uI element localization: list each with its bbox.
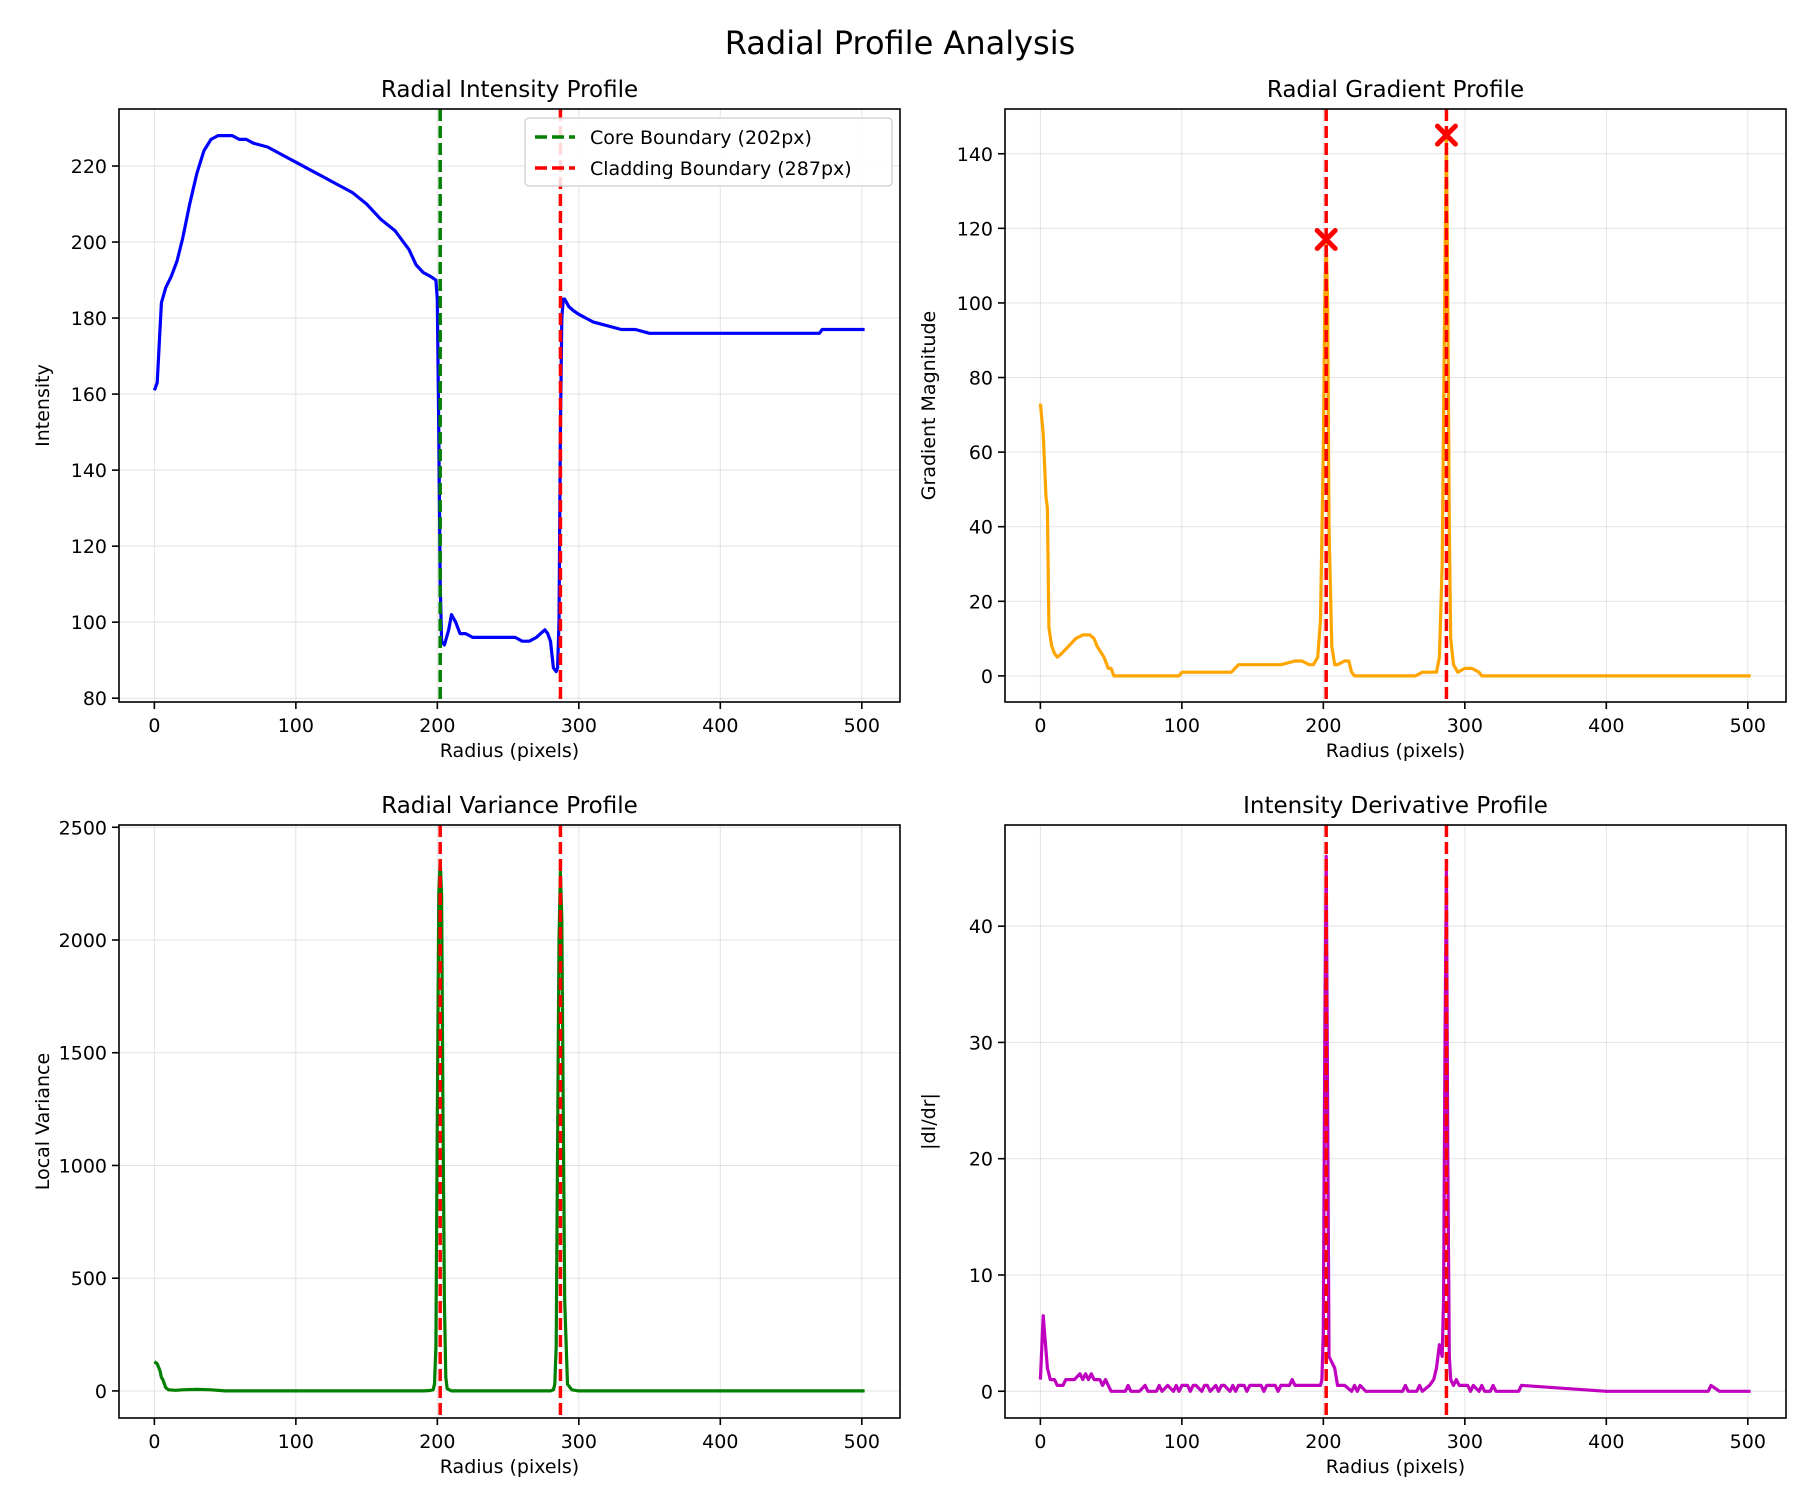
x-tick-label: 300	[1447, 1431, 1483, 1453]
y-tick-label: 140	[957, 144, 993, 166]
y-tick-label: 200	[71, 232, 107, 254]
y-tick-label: 1000	[59, 1155, 107, 1177]
peak-marker	[1434, 123, 1458, 147]
panel-variance: 0 100 200 300 400 500 0 500 1000 1500 2000 2500 Radi…	[32, 793, 901, 1478]
peak-marker-stroke	[1434, 123, 1458, 147]
panel-title: Intensity Derivative Profile	[1243, 793, 1548, 819]
x-tick-label: 100	[278, 715, 314, 737]
y-tick-label: 20	[969, 1149, 993, 1171]
x-tick-label: 400	[702, 1431, 738, 1453]
x-tick-label: 0	[148, 715, 160, 737]
x-axis-label: Radius (pixels)	[1326, 1456, 1465, 1478]
x-axis-label: Radius (pixels)	[440, 740, 579, 762]
y-tick-label: 10	[969, 1265, 993, 1287]
panel-title: Radial Intensity Profile	[381, 77, 638, 103]
y-axis-label: Gradient Magnitude	[918, 311, 940, 500]
series-line-intensity	[152, 134, 865, 674]
y-tick-label: 0	[981, 666, 993, 688]
x-tick-label: 100	[278, 1431, 314, 1453]
legend-box	[524, 117, 893, 187]
x-tick-label: 400	[1588, 715, 1624, 737]
y-tick-label: 0	[981, 1381, 993, 1403]
x-tick-label: 400	[702, 715, 738, 737]
axes-frame	[118, 108, 901, 703]
x-tick-label: 500	[1730, 715, 1766, 737]
plot-area	[1038, 825, 1751, 1418]
y-tick-label: 60	[969, 442, 993, 464]
x-tick-label: 0	[1034, 715, 1046, 737]
x-tick-label: 500	[1730, 1431, 1766, 1453]
legend: Core Boundary (202px) Cladding Boundary (…	[524, 117, 893, 187]
panel-title: Radial Variance Profile	[381, 793, 638, 819]
y-tick-label: 20	[969, 591, 993, 613]
x-tick-label: 500	[844, 715, 880, 737]
plot-area	[153, 825, 865, 1418]
y-tick-label: 100	[71, 612, 107, 634]
y-axis-label: Local Variance	[32, 1053, 54, 1190]
x-tick-label: 300	[1447, 715, 1483, 737]
peak-marker	[1314, 228, 1338, 252]
y-tick-label: 500	[71, 1268, 107, 1290]
y-tick-label: 2000	[59, 930, 107, 952]
panel-title: Radial Gradient Profile	[1267, 77, 1524, 103]
x-tick-label: 0	[148, 1431, 160, 1453]
panel-gradient: 0 100 200 300 400 500 0 20 40 60 80 100 120 140 Radial…	[918, 77, 1787, 762]
x-tick-label: 400	[1588, 1431, 1624, 1453]
y-tick-label: 100	[957, 293, 993, 315]
y-tick-label: 180	[71, 308, 107, 330]
peak-marker-stroke	[1314, 228, 1338, 252]
y-tick-label: 0	[95, 1381, 107, 1403]
x-tick-label: 100	[1164, 1431, 1200, 1453]
x-tick-label: 0	[1034, 1431, 1046, 1453]
y-tick-label: 80	[83, 688, 107, 710]
y-tick-label: 30	[969, 1032, 993, 1054]
axes-frame	[118, 824, 901, 1419]
y-tick-label: 2500	[59, 817, 107, 839]
x-tick-label: 200	[419, 1431, 455, 1453]
x-tick-label: 200	[1305, 1431, 1341, 1453]
x-axis-label: Radius (pixels)	[440, 1456, 579, 1478]
figure-title: Radial Profile Analysis	[725, 24, 1076, 62]
plot-area	[152, 109, 865, 702]
x-tick-label: 200	[1305, 715, 1341, 737]
x-tick-label: 200	[419, 715, 455, 737]
axes-frame	[1004, 108, 1787, 703]
x-axis-label: Radius (pixels)	[1326, 740, 1465, 762]
series-line-derivative	[1038, 854, 1751, 1393]
y-tick-label: 160	[71, 384, 107, 406]
legend-entry: Core Boundary (202px)	[590, 127, 812, 149]
y-axis-label: |dI/dr|	[918, 1093, 940, 1150]
series-line-gradient	[1038, 133, 1751, 678]
y-tick-label: 40	[969, 916, 993, 938]
y-tick-label: 120	[957, 218, 993, 240]
y-tick-label: 40	[969, 517, 993, 539]
plot-area	[1038, 109, 1751, 702]
y-axis-label: Intensity	[32, 364, 54, 447]
x-tick-label: 300	[561, 715, 597, 737]
panel-derivative: 0 100 200 300 400 500 0 10 20 30 40 Intensity Deriv…	[918, 793, 1787, 1478]
x-tick-label: 100	[1164, 715, 1200, 737]
x-tick-label: 300	[561, 1431, 597, 1453]
y-tick-label: 120	[71, 536, 107, 558]
panel-intensity: 0 100 200 300 400 500 80 100 120 140 160 180 200 220 R…	[32, 77, 901, 762]
legend-entry: Cladding Boundary (287px)	[590, 158, 852, 180]
panels: 0 100 200 300 400 50080100120140160180200220R…	[32, 77, 1787, 1478]
axes-frame	[1004, 824, 1787, 1419]
x-tick-label: 500	[844, 1431, 880, 1453]
y-tick-label: 220	[71, 156, 107, 178]
y-tick-label: 1500	[59, 1043, 107, 1065]
y-tick-label: 80	[969, 368, 993, 390]
y-tick-label: 140	[71, 460, 107, 482]
